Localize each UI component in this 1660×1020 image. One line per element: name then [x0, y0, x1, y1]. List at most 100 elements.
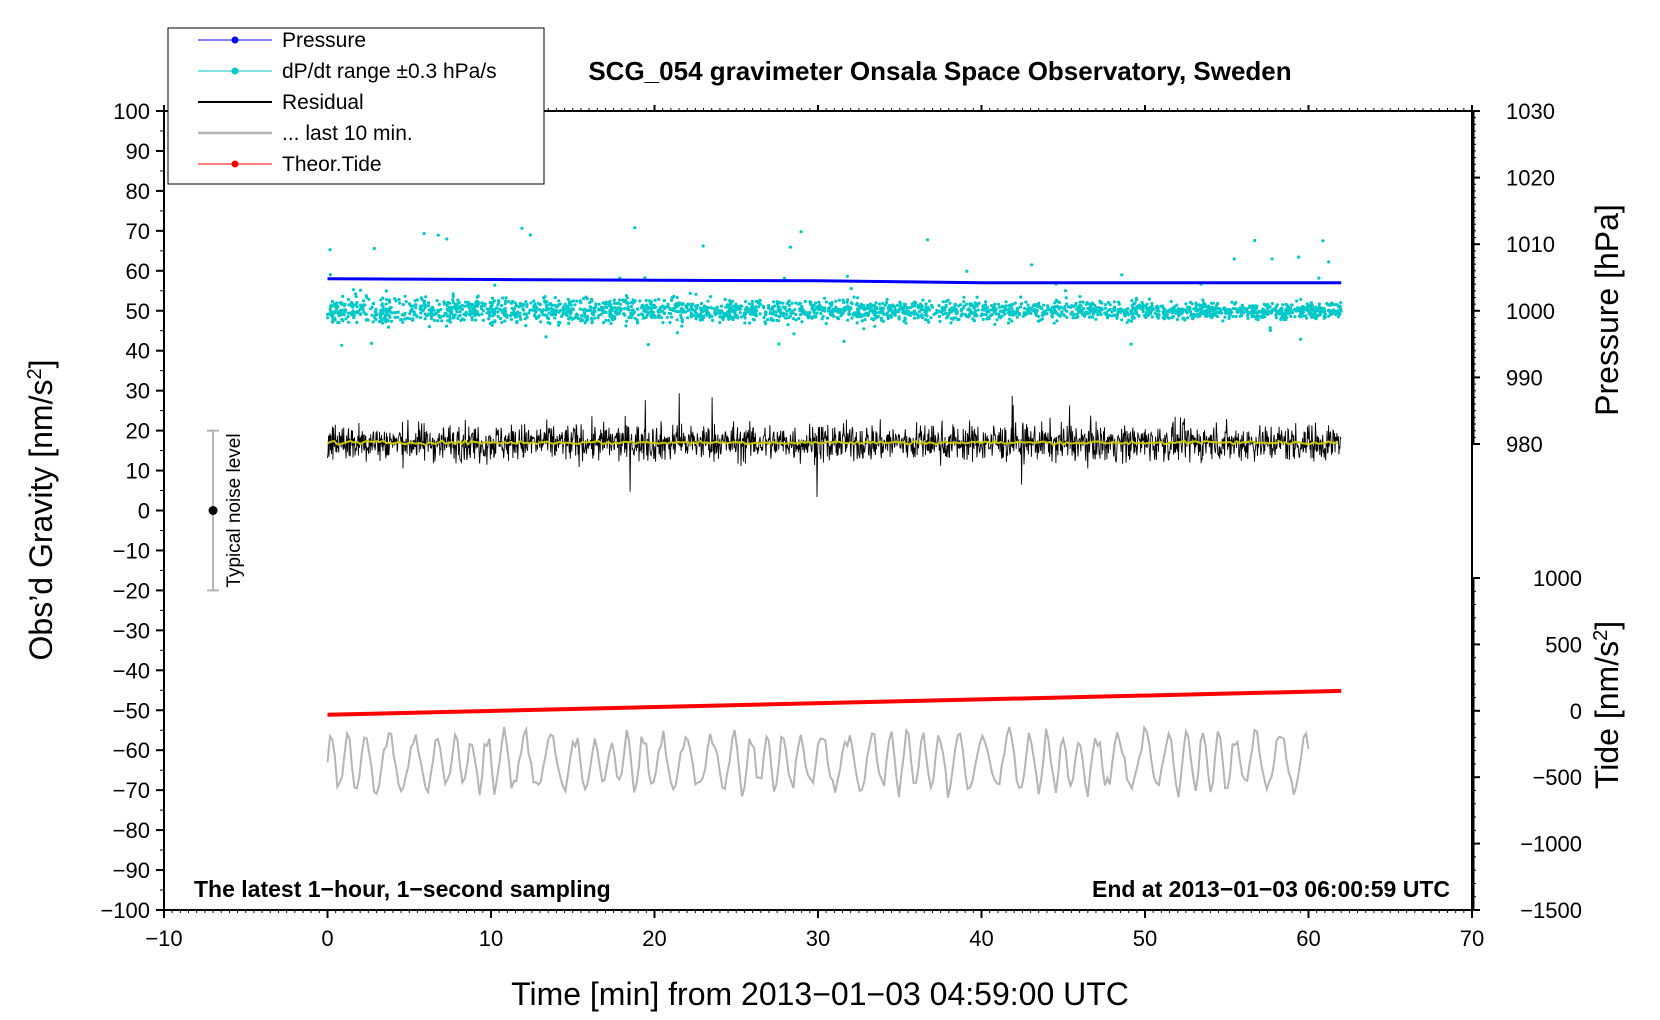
dpdt-point — [328, 273, 332, 277]
dpdt-point — [437, 302, 441, 306]
dpdt-point — [490, 320, 494, 324]
dpdt-point — [798, 309, 802, 313]
dpdt-point — [1266, 312, 1270, 316]
residual-smoothed-series — [327, 439, 1339, 447]
dpdt-point — [782, 312, 786, 316]
dpdt-point — [1239, 308, 1243, 312]
dpdt-point — [961, 306, 965, 310]
dpdt-point — [718, 320, 722, 325]
dpdt-point — [1169, 299, 1173, 304]
dpdt-point — [1141, 310, 1145, 314]
dpdt-point — [1274, 313, 1278, 317]
dpdt-point — [699, 312, 703, 316]
dpdt-point — [836, 317, 841, 321]
dpdt-point — [1306, 303, 1310, 307]
dpdt-point — [504, 299, 508, 303]
dpdt-point — [592, 306, 596, 310]
dpdt-point — [1080, 311, 1084, 315]
dpdt-point — [1133, 301, 1137, 305]
dpdt-point — [794, 301, 798, 305]
dpdt-point — [608, 312, 612, 316]
dpdt-point — [972, 305, 977, 309]
dpdt-point — [723, 297, 727, 302]
dpdt-point — [636, 307, 640, 311]
x-axis-title: Time [min] from 2013−01−03 04:59:00 UTC — [511, 976, 1129, 1012]
dpdt-point — [384, 289, 388, 293]
dpdt-point — [1155, 314, 1159, 318]
dpdt-point — [854, 313, 858, 317]
dpdt-point — [842, 339, 846, 343]
dpdt-point — [673, 303, 677, 307]
dpdt-point — [924, 317, 928, 322]
dpdt-point — [705, 305, 709, 309]
dpdt-point — [675, 310, 679, 314]
dpdt-point — [384, 320, 388, 324]
x-tick-label: 30 — [806, 926, 830, 951]
pressure-line — [327, 277, 1342, 285]
dpdt-point — [1213, 313, 1217, 317]
dpdt-point — [1034, 313, 1038, 317]
dpdt-point — [1153, 311, 1157, 315]
dpdt-point — [1218, 311, 1222, 315]
dpdt-point — [618, 298, 622, 302]
dpdt-point — [1285, 316, 1289, 320]
dpdt-point — [781, 301, 785, 305]
dpdt-point — [744, 299, 748, 304]
dpdt-point — [1046, 307, 1050, 312]
dpdt-point — [904, 321, 908, 325]
dpdt-point — [1196, 315, 1200, 319]
dpdt-point — [980, 312, 984, 316]
dpdt-point — [410, 307, 414, 311]
dpdt-point — [328, 248, 332, 252]
dpdt-point — [1197, 303, 1201, 307]
dpdt-point — [885, 297, 889, 302]
dpdt-point — [443, 311, 447, 315]
dpdt-point — [423, 317, 427, 321]
dpdt-point — [1216, 314, 1220, 319]
dpdt-point — [1066, 305, 1070, 309]
dpdt-point — [769, 318, 773, 322]
dpdt-point — [1075, 312, 1079, 316]
dpdt-point — [955, 309, 959, 313]
dpdt-point — [997, 312, 1001, 316]
dpdt-point — [808, 300, 812, 304]
dpdt-point — [820, 308, 825, 313]
dpdt-point — [670, 295, 674, 300]
dpdt-point — [1112, 305, 1117, 309]
dpdt-point — [1011, 309, 1015, 314]
dpdt-point — [874, 301, 878, 305]
dpdt-point — [1125, 312, 1129, 316]
dpdt-point — [871, 318, 876, 322]
dpdt-point — [1094, 317, 1098, 321]
dpdt-point — [370, 313, 374, 317]
dpdt-point — [778, 308, 782, 312]
dpdt-point — [597, 307, 601, 311]
dpdt-point — [794, 318, 798, 322]
dpdt-point — [1177, 314, 1181, 318]
dpdt-point — [1268, 326, 1272, 330]
dpdt-point — [544, 335, 548, 339]
dpdt-point — [937, 304, 941, 308]
dpdt-point — [985, 317, 989, 321]
dpdt-point — [689, 307, 693, 311]
dpdt-point — [1233, 307, 1237, 311]
dpdt-point — [1290, 310, 1294, 314]
dpdt-point — [524, 300, 528, 304]
dpdt-point — [812, 310, 816, 315]
dpdt-point — [777, 314, 781, 319]
dpdt-point — [509, 317, 513, 321]
dpdt-point — [750, 311, 755, 315]
dpdt-point — [389, 319, 394, 323]
dpdt-point — [347, 303, 351, 307]
dpdt-point — [685, 316, 690, 320]
dpdt-point — [448, 320, 452, 324]
dpdt-point — [1215, 307, 1219, 311]
dpdt-point — [1008, 310, 1012, 314]
dpdt-point — [351, 288, 355, 292]
annotation-right: End at 2013−01−03 06:00:59 UTC — [1092, 876, 1450, 902]
dpdt-point — [1223, 306, 1227, 310]
dpdt-point — [495, 306, 499, 310]
dpdt-point — [533, 306, 537, 310]
dpdt-point — [995, 318, 999, 322]
dpdt-point — [686, 303, 690, 307]
